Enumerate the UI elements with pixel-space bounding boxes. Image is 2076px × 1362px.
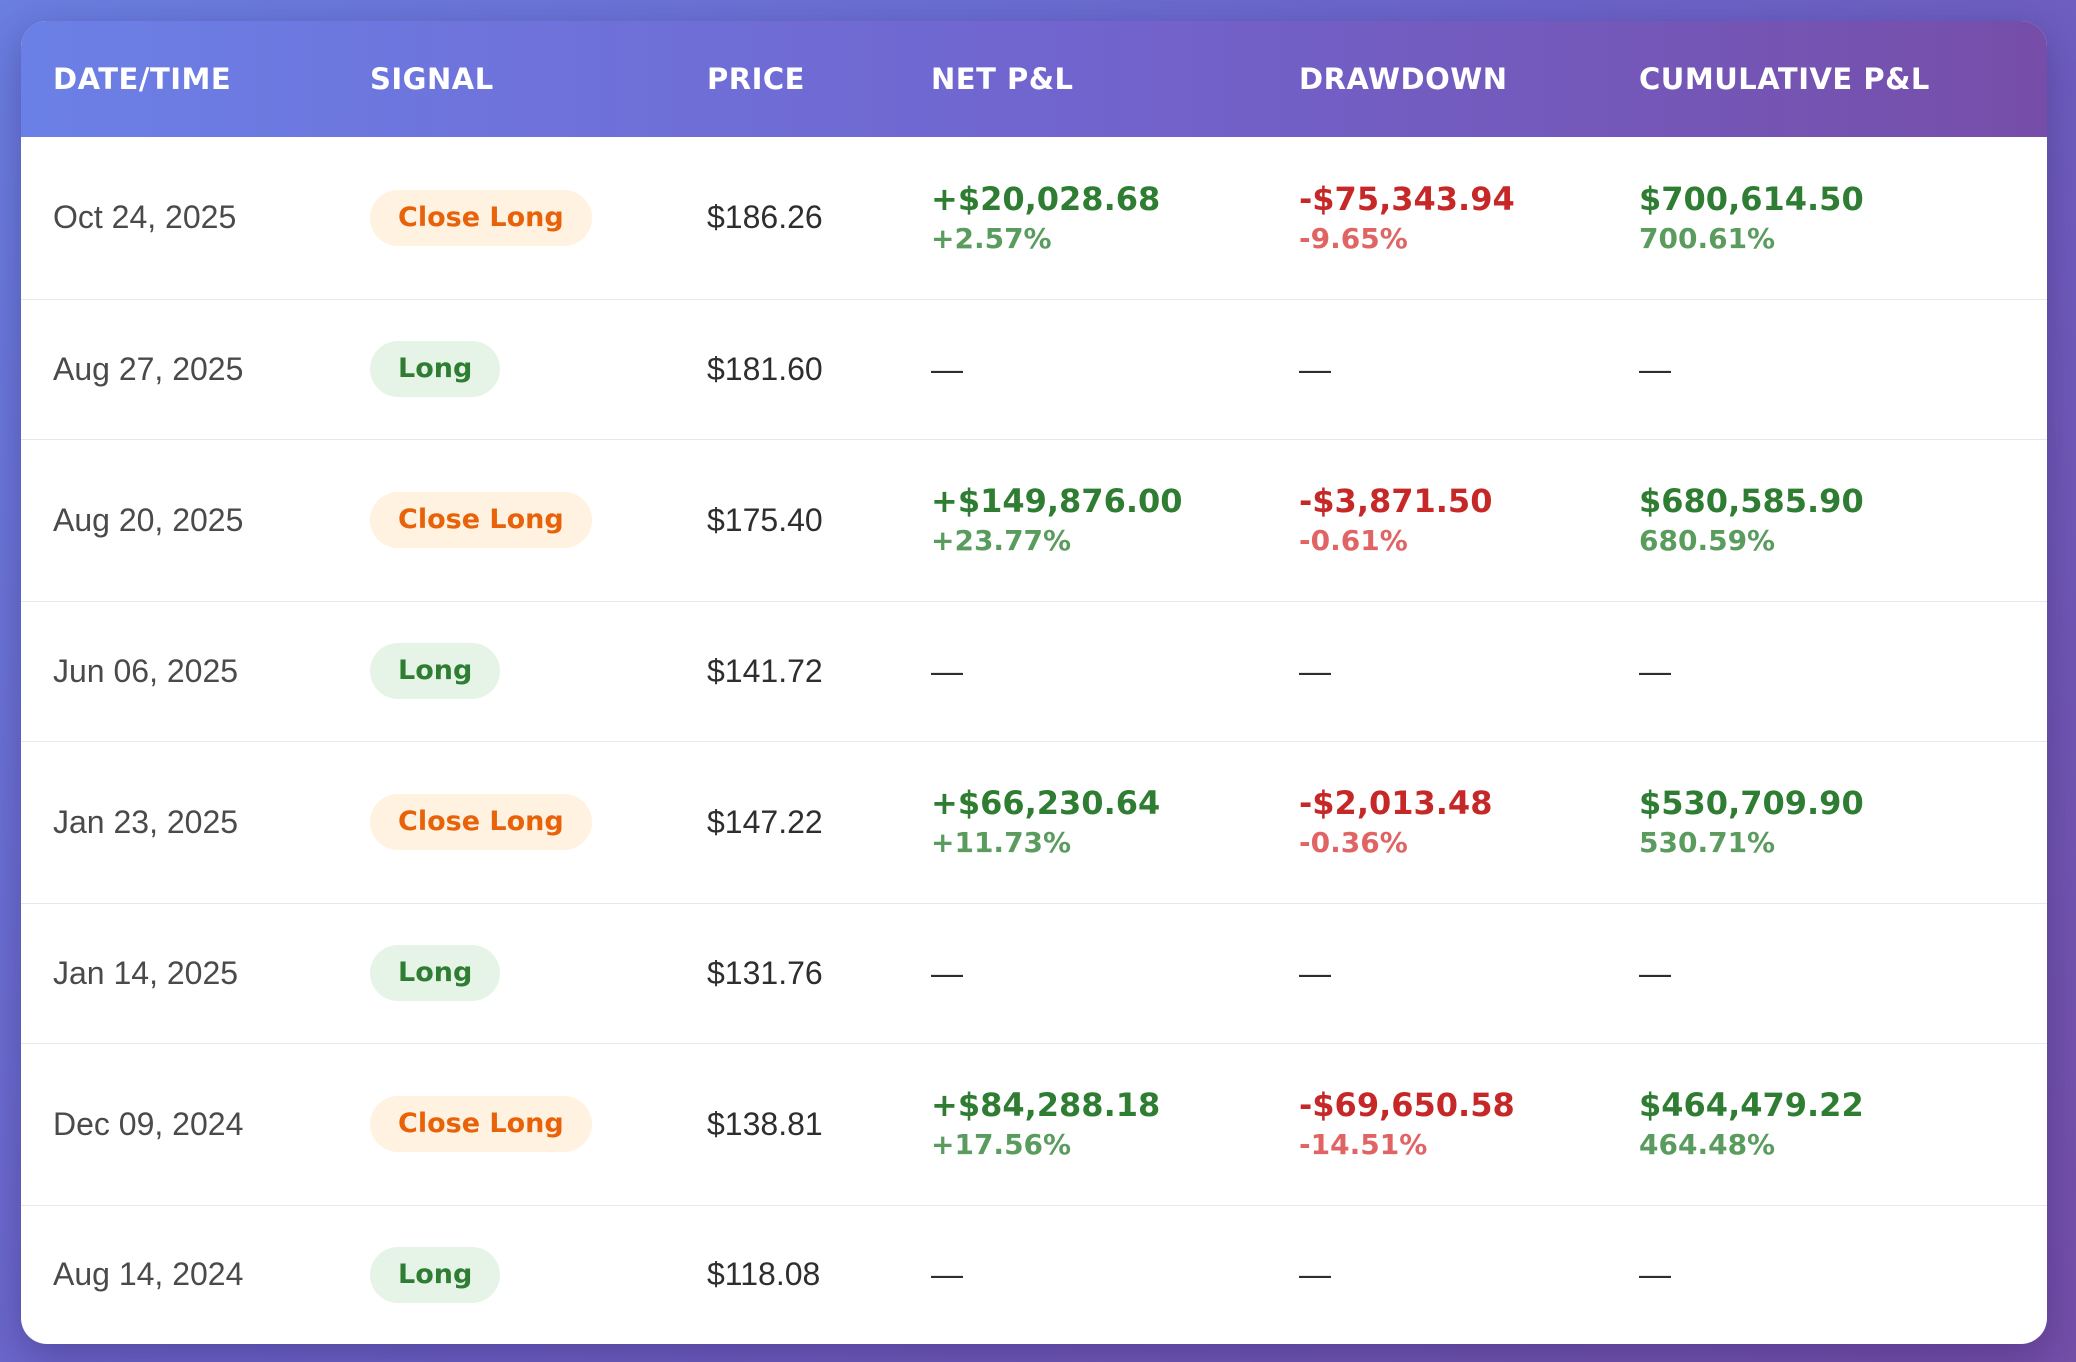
cumulative-pl-value: $680,585.90 [1639, 482, 1864, 520]
drawdown-percent: -14.51% [1299, 1128, 1428, 1161]
net-pl-value: +$20,028.68 [931, 179, 1161, 218]
header-net-pl[interactable]: NET P&L [931, 62, 1074, 96]
price-cell: $175.40 [707, 501, 823, 538]
date-cell: Aug 20, 2025 [53, 501, 244, 538]
cumulative-pl-cell: $464,479.22 464.48% [1607, 1043, 2047, 1205]
cumulative-pl-percent: 464.48% [1639, 1128, 1776, 1161]
drawdown-percent: -0.61% [1299, 524, 1408, 557]
price-cell: $138.81 [707, 1105, 823, 1142]
header-signal[interactable]: SIGNAL [370, 62, 494, 96]
net-pl-percent: +11.73% [931, 826, 1072, 859]
net-pl-value: +$149,876.00 [931, 482, 1183, 520]
net-pl-value: +$84,288.18 [931, 1086, 1161, 1124]
price-cell: $141.72 [707, 652, 823, 689]
drawdown-value: -$75,343.94 [1299, 179, 1515, 218]
drawdown-cell: -$69,650.58 -14.51% [1267, 1043, 1607, 1205]
cumulative-pl-cell: $700,614.50 700.61% [1607, 137, 2047, 299]
drawdown-cell: -$75,343.94 -9.65% [1267, 137, 1607, 299]
drawdown-percent: -9.65% [1299, 221, 1408, 255]
drawdown-cell: -$3,871.50 -0.61% [1267, 439, 1607, 601]
header-date[interactable]: DATE/TIME [53, 62, 232, 96]
drawdown-empty: — [1299, 350, 1331, 387]
net-pl-percent: +17.56% [931, 1128, 1072, 1161]
net-pl-percent: +23.77% [931, 524, 1072, 557]
trades-table: DATE/TIME SIGNAL PRICE NET P&L DRAWDOWN … [21, 21, 2047, 1344]
cumulative-pl-empty: — [1639, 1256, 1671, 1293]
cumulative-pl-value: $530,709.90 [1639, 784, 1864, 822]
net-pl-cell: +$149,876.00 +23.77% [899, 439, 1267, 601]
signal-badge: Close Long [370, 492, 592, 548]
table-row[interactable]: Jun 06, 2025 Long $141.72 — — — [21, 601, 2047, 741]
drawdown-value: -$69,650.58 [1299, 1086, 1515, 1124]
signal-badge: Close Long [370, 189, 592, 246]
price-cell: $181.60 [707, 350, 823, 387]
table-row[interactable]: Aug 27, 2025 Long $181.60 — — — [21, 299, 2047, 439]
cumulative-pl-percent: 700.61% [1639, 221, 1776, 255]
table-body: Oct 24, 2025 Close Long $186.26 +$20,028… [21, 137, 2047, 1344]
net-pl-cell: +$84,288.18 +17.56% [899, 1043, 1267, 1205]
table-row[interactable]: Aug 14, 2024 Long $118.08 — — — [21, 1205, 2047, 1344]
drawdown-cell: -$2,013.48 -0.36% [1267, 741, 1607, 903]
signal-badge: Close Long [370, 1096, 592, 1152]
net-pl-empty: — [931, 350, 963, 387]
net-pl-empty: — [931, 1256, 963, 1293]
signal-badge: Long [370, 341, 501, 397]
table-row[interactable]: Aug 20, 2025 Close Long $175.40 +$149,87… [21, 439, 2047, 601]
date-cell: Jun 06, 2025 [53, 652, 239, 689]
cumulative-pl-percent: 680.59% [1639, 524, 1776, 557]
header-price[interactable]: PRICE [707, 62, 805, 96]
date-cell: Jan 14, 2025 [53, 954, 239, 991]
table-header: DATE/TIME SIGNAL PRICE NET P&L DRAWDOWN … [21, 21, 2047, 137]
signal-badge: Long [370, 1246, 501, 1303]
table-row[interactable]: Oct 24, 2025 Close Long $186.26 +$20,028… [21, 137, 2047, 299]
table-row[interactable]: Jan 14, 2025 Long $131.76 — — — [21, 903, 2047, 1043]
net-pl-empty: — [931, 954, 963, 991]
drawdown-value: -$3,871.50 [1299, 482, 1493, 520]
drawdown-value: -$2,013.48 [1299, 784, 1493, 822]
cumulative-pl-percent: 530.71% [1639, 826, 1776, 859]
drawdown-empty: — [1299, 1256, 1331, 1293]
date-cell: Dec 09, 2024 [53, 1105, 244, 1142]
price-cell: $186.26 [707, 199, 823, 236]
drawdown-empty: — [1299, 954, 1331, 991]
cumulative-pl-cell: $530,709.90 530.71% [1607, 741, 2047, 903]
net-pl-empty: — [931, 652, 963, 689]
drawdown-empty: — [1299, 652, 1331, 689]
net-pl-cell: +$20,028.68 +2.57% [899, 137, 1267, 299]
table-row[interactable]: Jan 23, 2025 Close Long $147.22 +$66,230… [21, 741, 2047, 903]
drawdown-percent: -0.36% [1299, 826, 1408, 859]
cumulative-pl-empty: — [1639, 350, 1671, 387]
date-cell: Jan 23, 2025 [53, 803, 239, 840]
table-row[interactable]: Dec 09, 2024 Close Long $138.81 +$84,288… [21, 1043, 2047, 1205]
signal-badge: Long [370, 945, 501, 1001]
date-cell: Aug 14, 2024 [53, 1256, 244, 1293]
cumulative-pl-empty: — [1639, 652, 1671, 689]
signal-badge: Long [370, 643, 501, 699]
price-cell: $147.22 [707, 803, 823, 840]
header-drawdown[interactable]: DRAWDOWN [1299, 62, 1508, 96]
date-cell: Oct 24, 2025 [53, 199, 237, 236]
cumulative-pl-value: $464,479.22 [1639, 1086, 1864, 1124]
price-cell: $131.76 [707, 954, 823, 991]
cumulative-pl-value: $700,614.50 [1639, 179, 1864, 218]
cumulative-pl-empty: — [1639, 954, 1671, 991]
header-cumulative-pl[interactable]: CUMULATIVE P&L [1639, 62, 1930, 96]
trades-card: DATE/TIME SIGNAL PRICE NET P&L DRAWDOWN … [21, 21, 2047, 1344]
net-pl-cell: +$66,230.64 +11.73% [899, 741, 1267, 903]
cumulative-pl-cell: $680,585.90 680.59% [1607, 439, 2047, 601]
signal-badge: Close Long [370, 794, 592, 850]
net-pl-value: +$66,230.64 [931, 784, 1161, 822]
net-pl-percent: +2.57% [931, 221, 1052, 255]
date-cell: Aug 27, 2025 [53, 350, 244, 387]
price-cell: $118.08 [707, 1256, 821, 1293]
